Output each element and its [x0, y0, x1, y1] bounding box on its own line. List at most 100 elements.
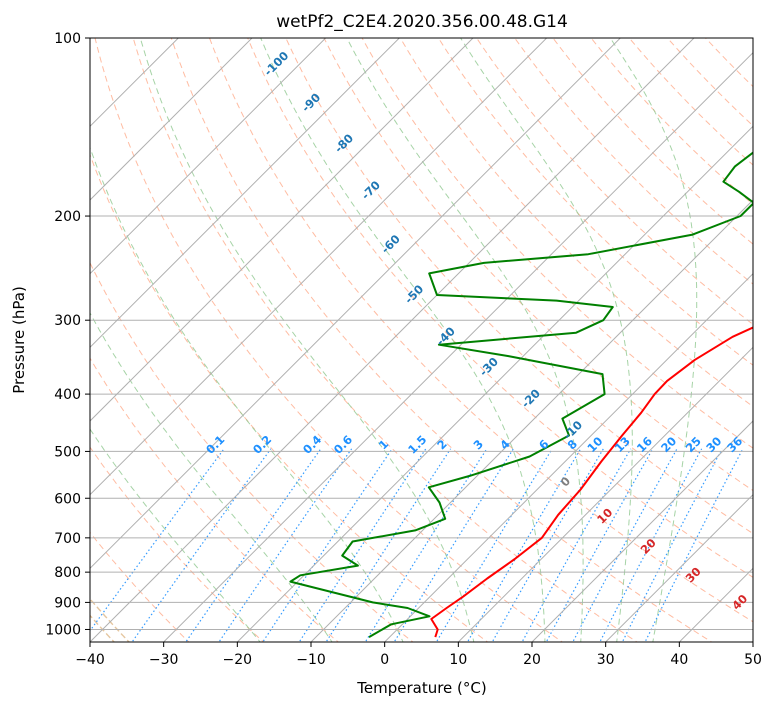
- mixing-ratio-label: 0.6: [331, 432, 355, 456]
- x-tick-label: 10: [449, 652, 467, 668]
- wet-bulb-label: -30: [476, 354, 501, 379]
- dry-adiabat: [90, 446, 265, 642]
- dry-adiabat: [208, 38, 753, 623]
- y-axis-label: Pressure (hPa): [10, 286, 28, 394]
- isotherm-line: [90, 38, 327, 275]
- mixing-ratio-line: [572, 448, 678, 642]
- x-tick-label: 0: [380, 652, 389, 668]
- isotherm-line: [90, 38, 474, 422]
- y-tick-label: 700: [54, 531, 81, 547]
- dry-adiabat: [361, 38, 753, 449]
- x-tick-label: −30: [149, 652, 179, 668]
- isotherm-label: 40: [729, 592, 750, 613]
- moist-adiabat: [460, 38, 633, 642]
- dry-adiabat: [132, 38, 638, 642]
- isotherm-line: [310, 199, 753, 642]
- y-tick-label: 100: [54, 31, 81, 47]
- x-tick-label: −20: [223, 652, 253, 668]
- dry-adiabat: [704, 38, 753, 88]
- y-tick-label: 300: [54, 313, 81, 329]
- moist-adiabat: [90, 311, 333, 642]
- dry-adiabat: [90, 531, 190, 642]
- wet-bulb-label: -90: [299, 90, 324, 115]
- dry-adiabat: [247, 38, 753, 578]
- isotherm-line: [457, 346, 753, 642]
- dry-adiabat: [437, 38, 753, 366]
- mixing-ratio-line: [644, 448, 744, 642]
- mixing-ratio-label: 3: [470, 437, 486, 453]
- dry-adiabat: [323, 38, 753, 492]
- y-tick-label: 500: [54, 444, 81, 460]
- dry-adiabat: [590, 38, 753, 206]
- x-tick-label: −10: [296, 652, 326, 668]
- isotherm-line: [383, 272, 753, 642]
- mixing-ratio-line: [393, 448, 514, 642]
- isotherm-line: [90, 38, 401, 349]
- moist-adiabat: [260, 38, 546, 642]
- mixing-ratio-label: 20: [658, 434, 679, 455]
- mixing-ratio-line: [262, 448, 393, 642]
- reference-lines: [90, 38, 753, 642]
- x-tick-label: 30: [597, 652, 615, 668]
- plot-frame: [89, 37, 754, 643]
- axes: −40 −30 −20 −10 0 10 20 30 40 5010009008007006005…: [45, 31, 762, 668]
- isotherm-line: [90, 38, 253, 201]
- dry-adiabat: [94, 38, 564, 642]
- mixing-ratio-line: [521, 448, 632, 642]
- dry-adiabat: [628, 38, 753, 166]
- mixing-ratio-label: 13: [612, 434, 633, 455]
- x-tick-label: 50: [744, 652, 762, 668]
- dry-adiabat: [399, 38, 753, 408]
- wet-bulb-label: -20: [518, 386, 543, 411]
- isotherm-line: [531, 420, 753, 642]
- mixing-ratio-line: [621, 448, 723, 642]
- dry-adiabat: [170, 38, 713, 642]
- mixing-ratio-line: [325, 448, 452, 642]
- isotherm-label: 20: [638, 536, 659, 557]
- wet-bulb-label: -80: [332, 131, 357, 156]
- x-axis-label: Temperature (°C): [356, 679, 486, 697]
- wet-bulb-label: -60: [378, 232, 403, 257]
- y-tick-label: 900: [54, 595, 81, 611]
- isotherm-label: 30: [683, 564, 704, 585]
- line-labels: -100-90-80-70-60-50-40-30-20-10010203040…: [203, 49, 750, 613]
- isotherm-line: [90, 38, 695, 642]
- mixing-ratio-label: 2: [434, 437, 450, 453]
- mixing-ratio-line: [218, 448, 353, 642]
- isotherm-line: [236, 125, 753, 642]
- isotherm-line: [90, 38, 622, 570]
- moist-adiabat: [90, 428, 261, 642]
- isotherm-line: [90, 38, 180, 128]
- moist-adiabat: [90, 146, 404, 642]
- mixing-ratio-line: [298, 448, 427, 642]
- isotherm-label: 0: [558, 474, 574, 490]
- isotherm-line: [604, 493, 753, 642]
- mixing-ratio-label: 0.2: [250, 432, 274, 456]
- mixing-ratio-label: 10: [584, 434, 605, 455]
- mixing-ratio-label: 4: [497, 437, 513, 453]
- y-tick-label: 600: [54, 491, 81, 507]
- x-tick-label: 40: [670, 652, 688, 668]
- mixing-ratio-label: 0.1: [203, 432, 227, 456]
- mixing-ratio-line: [435, 448, 553, 642]
- dry-adiabat: [285, 38, 753, 535]
- y-tick-label: 1000: [45, 622, 81, 638]
- moist-adiabat: [139, 38, 475, 642]
- y-tick-label: 400: [54, 387, 81, 403]
- x-tick-label: 20: [523, 652, 541, 668]
- y-tick-label: 800: [54, 565, 81, 581]
- mixing-ratio-line: [185, 448, 322, 642]
- mixing-ratio-label: 36: [724, 434, 745, 455]
- x-tick-label: −40: [75, 652, 105, 668]
- y-tick-label: 200: [54, 209, 81, 225]
- dry-adiabat: [90, 153, 489, 642]
- wet-bulb-label: -100: [261, 49, 291, 79]
- wet-bulb-label: -50: [402, 282, 427, 307]
- isotherm-line: [90, 38, 548, 496]
- isotherm-line: [752, 641, 753, 642]
- profile-series-1: [289, 151, 753, 638]
- mixing-ratio-line: [131, 448, 272, 642]
- mixing-ratio-label: 6: [536, 437, 552, 453]
- mixing-ratio-label: 8: [564, 437, 580, 453]
- wet-bulb-label: -40: [433, 324, 458, 349]
